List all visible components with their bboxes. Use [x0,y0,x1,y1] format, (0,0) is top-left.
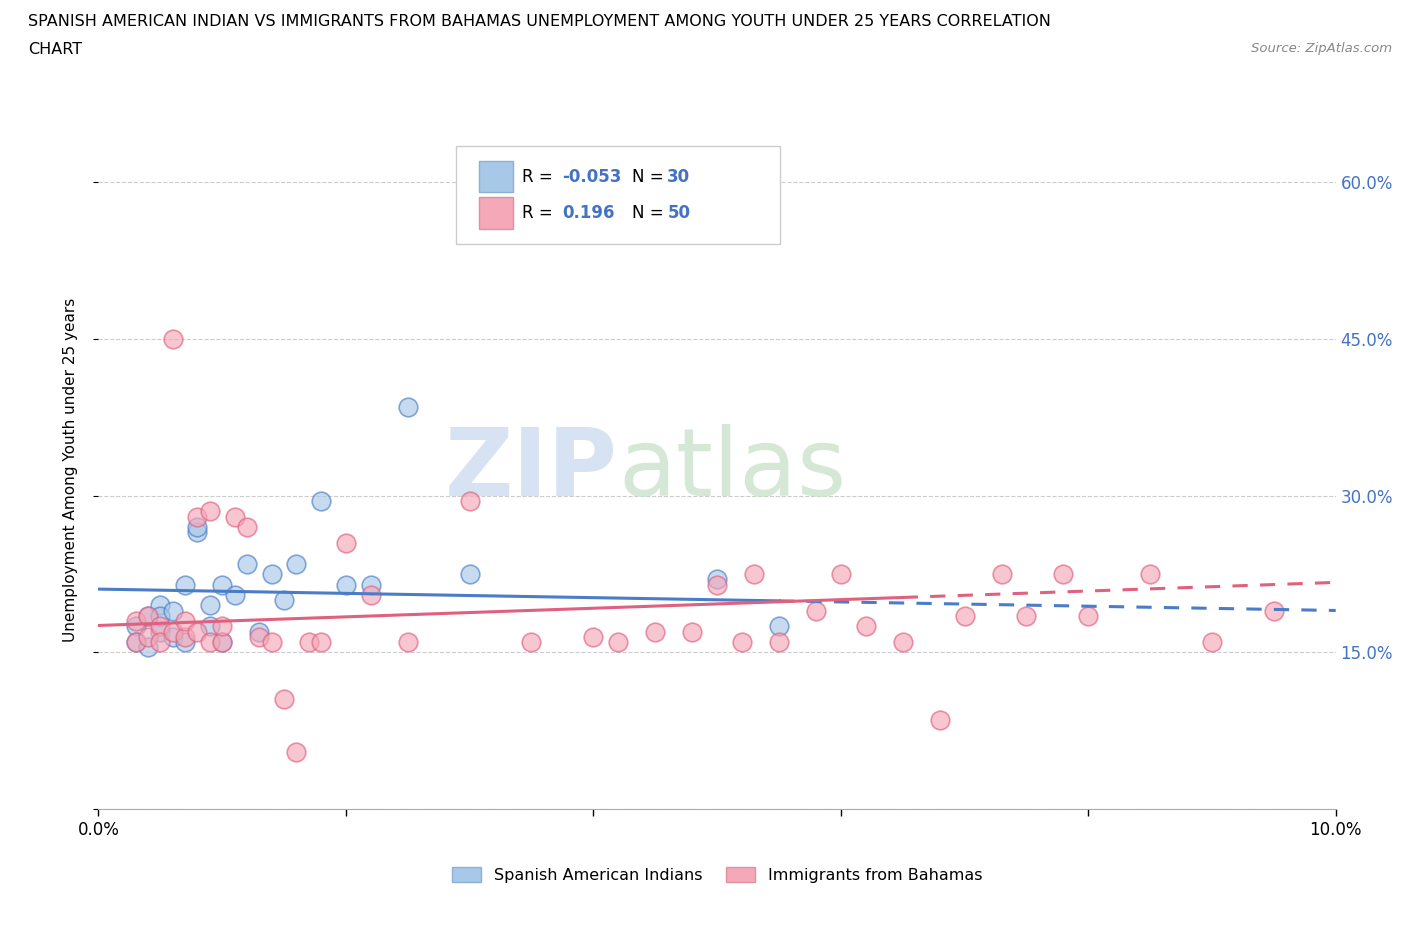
Point [174,630,197,644]
Point [607,634,630,649]
Point [149,624,172,639]
Point [136,608,159,623]
Point [136,640,159,655]
Point [1139,566,1161,581]
Text: N =: N = [633,204,664,222]
Point [360,588,382,603]
Text: -0.053: -0.053 [562,167,621,186]
Point [198,504,221,519]
Point [247,630,270,644]
Point [224,510,246,525]
Text: 0.196: 0.196 [562,204,614,222]
Y-axis label: Unemployment Among Youth under 25 years: Unemployment Among Youth under 25 years [63,298,77,642]
Point [768,618,790,633]
Point [198,598,221,613]
Point [309,634,332,649]
Point [260,566,283,581]
Point [990,566,1012,581]
Point [211,618,233,633]
Point [335,578,357,592]
Point [396,400,419,415]
Point [855,618,877,633]
Point [1263,604,1285,618]
Point [644,624,666,639]
Point [953,608,976,623]
Point [458,566,481,581]
Point [186,510,208,525]
Point [298,634,321,649]
Point [149,598,172,613]
Point [198,618,221,633]
Text: SPANISH AMERICAN INDIAN VS IMMIGRANTS FROM BAHAMAS UNEMPLOYMENT AMONG YOUTH UNDE: SPANISH AMERICAN INDIAN VS IMMIGRANTS FR… [28,14,1052,29]
Point [149,634,172,649]
Point [706,572,728,587]
Point [247,624,270,639]
Text: CHART: CHART [28,42,82,57]
Point [136,608,159,623]
Text: atlas: atlas [619,424,846,515]
Point [124,634,146,649]
Point [396,634,419,649]
Point [186,624,208,639]
Point [236,520,259,535]
Point [124,634,146,649]
Point [1015,608,1038,623]
Point [162,624,184,639]
Text: R =: R = [523,204,553,222]
Point [273,692,295,707]
Point [224,588,246,603]
Point [260,634,283,649]
Point [124,614,146,629]
Point [236,556,259,571]
Point [285,556,308,571]
Point [891,634,914,649]
Point [149,608,172,623]
Text: 30: 30 [668,167,690,186]
Point [162,604,184,618]
Point [768,634,790,649]
Point [928,713,950,728]
Point [458,494,481,509]
Legend: Spanish American Indians, Immigrants from Bahamas: Spanish American Indians, Immigrants fro… [446,861,988,889]
Point [520,634,543,649]
Point [211,634,233,649]
Text: ZIP: ZIP [446,424,619,515]
Point [198,634,221,649]
Point [186,520,208,535]
Point [681,624,703,639]
Point [309,494,332,509]
Point [162,630,184,644]
Point [174,578,197,592]
Text: R =: R = [523,167,553,186]
Point [742,566,765,581]
Point [731,634,754,649]
Point [706,578,728,592]
Point [149,618,172,633]
Point [273,592,295,607]
Text: N =: N = [633,167,664,186]
Point [186,525,208,539]
Point [162,332,184,347]
Point [582,630,605,644]
Text: Source: ZipAtlas.com: Source: ZipAtlas.com [1251,42,1392,55]
Point [1077,608,1099,623]
Point [360,578,382,592]
Point [1201,634,1223,649]
Point [174,614,197,629]
Point [285,744,308,759]
Point [1052,566,1074,581]
Point [804,604,827,618]
Point [124,618,146,633]
Point [174,634,197,649]
Point [211,578,233,592]
Point [136,630,159,644]
Point [335,536,357,551]
Point [830,566,852,581]
Point [211,634,233,649]
Text: 50: 50 [668,204,690,222]
